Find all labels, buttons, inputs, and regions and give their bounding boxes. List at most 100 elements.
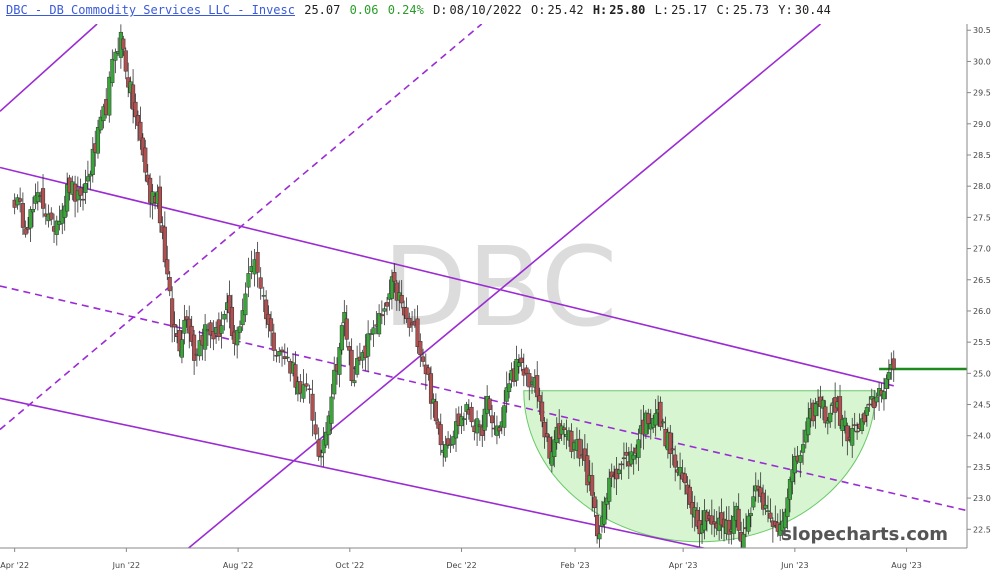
candle [167, 271, 172, 297]
candle [135, 110, 141, 142]
candle [709, 499, 714, 535]
candle [653, 399, 658, 437]
candle [342, 300, 347, 337]
candle [787, 476, 793, 513]
candle [131, 69, 136, 124]
candle [884, 374, 889, 400]
candle [837, 384, 843, 429]
candle [872, 389, 877, 420]
candle [678, 452, 683, 490]
trend-line-2[interactable] [0, 285, 967, 512]
candle [123, 47, 128, 80]
candle [121, 35, 126, 57]
candle [741, 518, 746, 548]
candle [850, 417, 855, 458]
candle [585, 443, 590, 493]
brand-watermark: slopecharts.com [781, 524, 948, 545]
candle [792, 447, 797, 485]
candle [751, 485, 756, 511]
candle [726, 505, 731, 544]
candle [687, 479, 692, 509]
candle [282, 343, 287, 365]
candle [549, 436, 554, 473]
y-tick-label: 25.0 [973, 369, 991, 378]
candle [582, 434, 587, 472]
candle [712, 509, 717, 538]
candle [30, 196, 36, 228]
trend-line-4[interactable] [0, 24, 98, 112]
candle [184, 309, 189, 328]
y-tick-label: 27.5 [973, 213, 991, 222]
y-tick-label: 30.0 [973, 57, 991, 66]
trend-line-6[interactable] [188, 24, 821, 548]
candle [65, 172, 70, 217]
trend-line-3[interactable] [0, 397, 820, 573]
y-tick-label: 27.0 [973, 245, 991, 254]
candle [891, 350, 896, 382]
candle [602, 496, 607, 534]
x-tick-label: Apr '23 [669, 561, 698, 570]
candle [801, 429, 806, 465]
candle [404, 297, 409, 324]
candle [886, 359, 891, 389]
candle [319, 449, 324, 466]
candle [23, 220, 28, 238]
candle [475, 410, 480, 446]
candle [337, 342, 342, 388]
candle [326, 410, 331, 449]
candle [746, 509, 751, 535]
candle [514, 345, 519, 387]
candle [415, 305, 420, 354]
candle [862, 410, 867, 425]
candle [577, 429, 582, 467]
symbol-title[interactable]: DBC - DB Commodity Services LLC - Invesc [6, 3, 295, 17]
candle [438, 413, 443, 456]
candle [507, 373, 512, 399]
candle [83, 169, 88, 204]
candle [237, 320, 242, 340]
candle [301, 369, 306, 403]
candle [480, 414, 485, 447]
candle [189, 316, 194, 347]
candle [433, 393, 438, 425]
trend-line-1[interactable] [0, 166, 894, 387]
candle [864, 404, 869, 427]
candle [20, 192, 25, 236]
candle [758, 472, 763, 503]
candle [399, 280, 404, 309]
x-tick-label: Dec '22 [446, 561, 476, 570]
candle [35, 181, 40, 211]
candle [192, 329, 197, 375]
y-tick-label: 26.0 [973, 307, 991, 316]
candle [285, 347, 290, 362]
candle [524, 364, 529, 387]
trend-line-5[interactable] [0, 24, 483, 431]
candle [646, 408, 651, 435]
candle [62, 195, 67, 231]
candle [540, 391, 545, 428]
y-tick-label: 30.5 [973, 26, 991, 35]
watermark-text: DBC [382, 223, 617, 351]
candle [813, 397, 818, 429]
candle [264, 290, 269, 329]
candle [140, 133, 145, 163]
candle [798, 450, 803, 478]
candle [133, 93, 138, 130]
candle [803, 421, 808, 449]
candle [660, 418, 666, 429]
candle [448, 434, 453, 453]
candle [138, 106, 143, 150]
candle [477, 420, 482, 441]
candle [487, 395, 492, 417]
candle [203, 314, 208, 361]
high-value: 25.80 [609, 3, 646, 17]
candle [54, 215, 59, 246]
candle [535, 361, 540, 409]
candle [384, 297, 390, 316]
y-tick-label: 28.5 [973, 151, 991, 160]
candle [504, 371, 509, 413]
candle [607, 468, 612, 510]
candle [806, 402, 811, 443]
candle [246, 257, 251, 298]
